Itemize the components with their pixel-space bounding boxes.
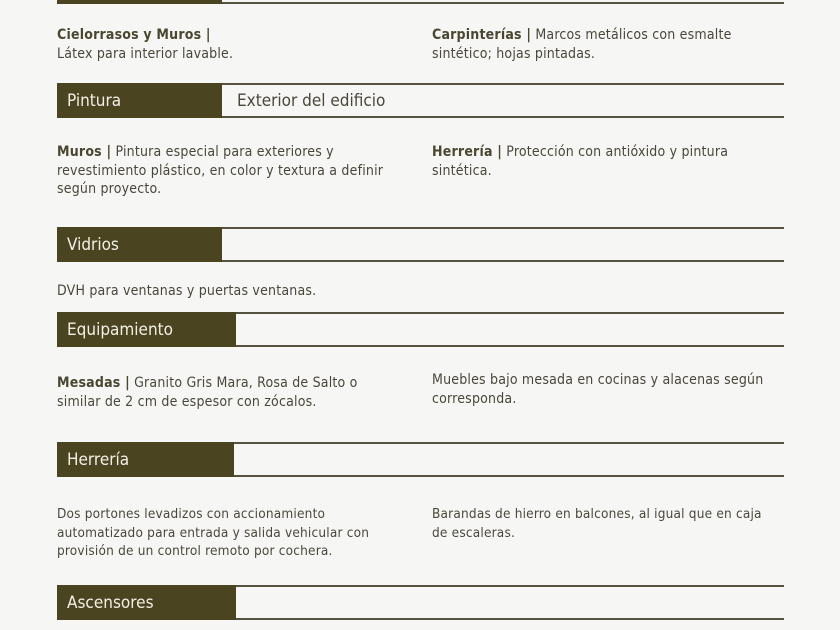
spec-text: Granito Gris Mara, Rosa de Salto o simil… — [57, 375, 358, 410]
spec-text: Látex para interior lavable. — [57, 45, 234, 62]
spec-text: Dos portones levadizos con accionamiento… — [57, 506, 370, 559]
spec-item: Muros | Pintura especial para exteriores… — [57, 143, 397, 199]
spec-label: Muros | — [57, 144, 112, 160]
spec-text: Barandas de hierro en balcones, al igual… — [432, 506, 762, 541]
spec-label: Mesadas | — [57, 375, 130, 391]
section-header-equipamiento: Equipamiento — [57, 312, 784, 347]
spec-item: Carpinterías | Marcos metálicos con esma… — [432, 26, 772, 63]
section-header-vidrios: Vidrios — [57, 227, 784, 262]
spec-item: DVH para ventanas y puertas ventanas. — [57, 282, 407, 301]
section-header-pintura: Pintura Exterior del edificio — [57, 83, 784, 118]
section-title: Ascensores — [57, 585, 236, 620]
spec-text: Protección con antióxido y pintura sinté… — [432, 144, 729, 179]
spec-text: Pintura especial para exteriores y reves… — [57, 144, 384, 197]
section-header-ascensores: Ascensores — [57, 585, 784, 620]
section-title: Vidrios — [57, 227, 222, 262]
spec-text: Marcos metálicos con esmalte sintético; … — [432, 27, 732, 62]
section-header-top — [57, 0, 784, 4]
spec-text: DVH para ventanas y puertas ventanas. — [57, 283, 317, 299]
spec-label: Cielorrasos y Muros | — [57, 27, 211, 43]
spec-item: Barandas de hierro en balcones, al igual… — [432, 505, 777, 542]
spec-label: Herrería | — [432, 144, 503, 160]
spec-item: Muebles bajo mesada en cocinas y alacena… — [432, 371, 777, 408]
spec-label: Carpinterías | — [432, 27, 532, 43]
spec-item: Mesadas | Granito Gris Mara, Rosa de Sal… — [57, 374, 402, 411]
section-title: Equipamiento — [57, 312, 236, 347]
spec-text: Muebles bajo mesada en cocinas y alacena… — [432, 372, 764, 407]
spec-item: Herrería | Protección con antióxido y pi… — [432, 143, 732, 180]
spec-item: Cielorrasos y Muros | Látex para interior… — [57, 26, 407, 63]
section-bar — [57, 0, 222, 4]
spec-item: Dos portones levadizos con accionamiento… — [57, 505, 407, 561]
section-subtitle: Exterior del edificio — [237, 91, 386, 111]
section-header-herreria: Herrería — [57, 442, 784, 477]
section-title: Herrería — [57, 442, 234, 477]
section-title: Pintura — [57, 83, 222, 118]
